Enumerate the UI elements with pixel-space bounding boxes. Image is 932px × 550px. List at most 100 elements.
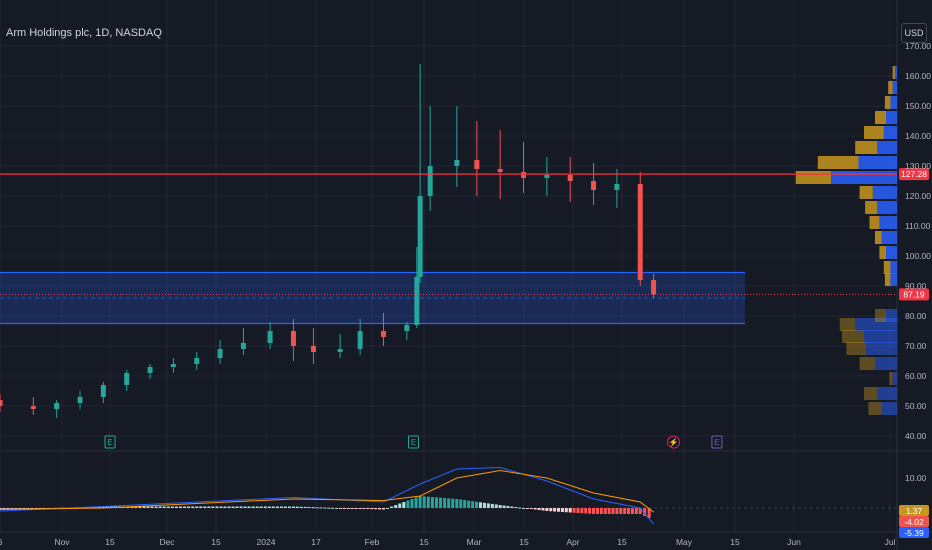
earnings-event-icon	[711, 435, 723, 449]
vp-bar-up	[846, 342, 867, 355]
macd-histogram-bar	[191, 506, 195, 508]
macd-value-tag	[899, 516, 929, 527]
macd-histogram-bar	[564, 508, 568, 513]
macd-histogram-bar	[486, 503, 490, 508]
macd-histogram-bar	[299, 506, 303, 508]
vp-bar-up	[892, 66, 895, 79]
macd-histogram-bar	[533, 508, 537, 510]
time-tick-label: 15	[519, 537, 529, 547]
vp-bar-up	[864, 126, 884, 139]
macd-histogram-bar	[494, 504, 498, 508]
macd-histogram-bar	[207, 506, 211, 508]
time-tick-label: May	[676, 537, 693, 547]
macd-histogram-bar	[518, 507, 522, 509]
candle-body	[417, 196, 423, 277]
macd-pane	[0, 466, 897, 525]
macd-histogram-bar	[557, 508, 561, 512]
earnings-event-icon	[407, 435, 419, 449]
macd-histogram-bar	[311, 507, 315, 509]
macd-histogram-bar	[463, 500, 467, 508]
macd-line	[0, 466, 654, 525]
candle-body	[0, 400, 3, 406]
macd-histogram-bar	[350, 508, 354, 509]
macd-histogram-bar	[607, 508, 611, 514]
candle-body	[217, 349, 223, 358]
macd-histogram-bar	[603, 508, 607, 514]
price-tick-label: 170.00	[905, 41, 931, 51]
macd-histogram-bar	[346, 508, 350, 509]
candle-body	[147, 367, 153, 373]
vp-bar-down	[866, 342, 897, 355]
vp-bar-down	[877, 387, 897, 400]
chart-title: Arm Holdings plc, 1D, NASDAQ	[6, 27, 162, 39]
candle-body	[30, 406, 36, 409]
macd-histogram-bar	[627, 508, 631, 514]
macd-histogram-bar	[430, 497, 434, 508]
macd-histogram-bar	[553, 508, 557, 512]
macd-histogram-bar	[643, 508, 647, 517]
macd-histogram-bar	[623, 508, 627, 514]
macd-histogram-bar	[402, 502, 406, 508]
vp-bar-down	[879, 216, 897, 229]
macd-histogram-bar	[174, 506, 178, 508]
candle-body	[521, 172, 527, 178]
vp-bar-down	[831, 171, 897, 184]
price-tick-label: 150.00	[905, 101, 931, 111]
price-tick-label: 110.00	[905, 221, 931, 231]
vp-bar-up	[839, 318, 856, 331]
macd-histogram-bar	[6, 508, 10, 510]
macd-histogram-bar	[541, 508, 545, 511]
price-tick-label: 160.00	[905, 71, 931, 81]
macd-histogram-bar	[426, 496, 430, 508]
volume-profile	[795, 66, 897, 415]
macd-histogram-bar	[366, 508, 370, 509]
split-event-icon	[667, 435, 681, 449]
macd-histogram-bar	[307, 507, 311, 509]
macd-histogram-bar	[447, 498, 451, 508]
macd-histogram-bar	[572, 508, 576, 513]
macd-histogram-bar	[475, 501, 479, 508]
macd-histogram-bar	[638, 508, 642, 514]
time-tick-label: Jun	[787, 537, 801, 547]
time-tick-label: Jul	[885, 537, 896, 547]
macd-histogram-bar	[549, 508, 553, 512]
macd-histogram-bar	[390, 506, 394, 508]
time-tick-label: 15	[105, 537, 115, 547]
vp-bar-up	[864, 387, 878, 400]
vp-bar-down	[883, 126, 897, 139]
macd-histogram-bar	[434, 497, 438, 508]
macd-histogram-bar	[2, 508, 6, 510]
vp-bar-up	[869, 216, 880, 229]
macd-value-tag	[899, 505, 929, 516]
macd-histogram-bar	[219, 506, 223, 508]
macd-histogram-bar	[195, 506, 199, 508]
vp-bar-up	[888, 81, 893, 94]
macd-histogram-bar	[251, 506, 255, 508]
macd-histogram-bar	[323, 507, 327, 509]
macd-histogram-bar	[459, 499, 463, 508]
macd-histogram-bar	[537, 508, 541, 510]
vp-bar-down	[892, 372, 897, 385]
time-tick-label: Feb	[365, 537, 380, 547]
vp-bar-down	[872, 186, 897, 199]
last-price-label: 87.19	[903, 289, 925, 299]
support-zone	[0, 271, 745, 325]
time-tick-label: Mar	[467, 537, 482, 547]
vp-bar-up	[884, 96, 891, 109]
last-price-tag	[899, 288, 929, 301]
event-label: E	[411, 438, 416, 447]
vp-bar-down	[877, 141, 897, 154]
currency-button[interactable]: USD	[901, 23, 927, 43]
candle-body	[240, 343, 246, 349]
macd-histogram-bar	[130, 506, 134, 508]
macd-histogram-bar	[283, 506, 287, 508]
macd-histogram-bar	[615, 508, 619, 514]
macd-histogram-bar	[255, 506, 259, 508]
macd-value-label: 1.37	[906, 506, 923, 516]
time-tick-label: 6	[0, 537, 3, 547]
vp-bar-down	[886, 246, 897, 259]
macd-histogram-bar	[183, 506, 187, 508]
macd-histogram-bar	[267, 506, 271, 508]
